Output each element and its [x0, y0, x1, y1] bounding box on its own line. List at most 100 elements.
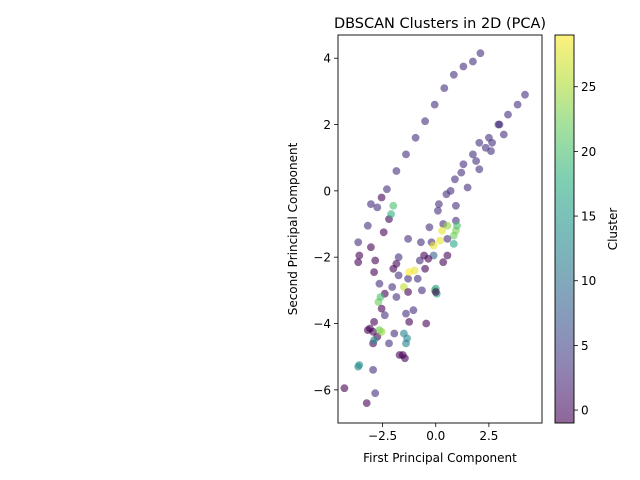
- colorbar-tick-label: 10: [581, 274, 596, 288]
- data-point: [420, 251, 428, 260]
- data-point: [459, 160, 468, 169]
- data-point: [377, 327, 386, 336]
- data-point: [371, 389, 380, 398]
- x-axis-label: First Principal Component: [363, 451, 517, 465]
- data-point: [421, 264, 429, 273]
- data-point: [481, 143, 490, 152]
- data-point: [421, 117, 429, 126]
- data-point: [402, 339, 410, 348]
- colorbar-label: Cluster: [606, 208, 620, 251]
- data-point: [440, 84, 449, 92]
- data-point: [369, 366, 377, 374]
- plot-frame: [337, 34, 543, 424]
- data-point: [504, 110, 512, 119]
- data-point: [472, 157, 480, 165]
- x-axis-ticks: −2.5 0.0 2.5: [368, 423, 498, 443]
- data-point: [438, 226, 446, 235]
- data-point: [499, 130, 508, 139]
- data-point: [446, 187, 455, 195]
- data-point: [389, 201, 398, 210]
- data-point: [417, 238, 425, 247]
- data-point: [411, 133, 420, 142]
- data-point: [373, 203, 382, 212]
- data-point: [459, 62, 468, 71]
- colorbar-ticks: 0 5 10 15 20 25: [574, 80, 596, 418]
- data-point: [476, 49, 485, 58]
- data-point: [405, 318, 414, 326]
- x-tick-label: 2.5: [479, 429, 498, 443]
- data-point: [449, 231, 458, 240]
- colorbar: [554, 34, 575, 424]
- data-point: [376, 293, 385, 301]
- data-point: [443, 221, 452, 230]
- data-point: [521, 90, 529, 99]
- data-point: [355, 361, 364, 369]
- chart-title: DBSCAN Clusters in 2D (PCA): [334, 16, 546, 32]
- data-point: [404, 274, 412, 283]
- data-point: [452, 201, 460, 210]
- data-point: [409, 306, 418, 315]
- x-tick-label: 0.0: [426, 429, 445, 443]
- data-point: [367, 243, 375, 252]
- y-tick-label: −4: [313, 317, 331, 331]
- data-point: [363, 221, 372, 230]
- data-point: [362, 399, 371, 407]
- data-point: [370, 336, 378, 344]
- colorbar-tick-label: 0: [581, 404, 589, 418]
- data-point: [435, 200, 443, 209]
- data-point: [380, 311, 389, 320]
- data-point: [392, 259, 401, 268]
- data-point: [367, 200, 375, 209]
- data-point: [390, 329, 399, 338]
- data-point: [377, 304, 386, 313]
- data-point: [449, 70, 458, 79]
- data-point: [475, 165, 484, 174]
- data-point: [366, 324, 374, 333]
- data-point: [443, 235, 452, 243]
- data-point: [394, 253, 403, 262]
- data-point: [405, 268, 414, 276]
- data-point: [394, 271, 403, 280]
- data-point: [402, 150, 410, 159]
- colorbar-tick-label: 15: [581, 210, 596, 224]
- colorbar-tick-label: 5: [581, 339, 589, 353]
- data-point: [439, 258, 448, 267]
- data-point: [418, 286, 426, 295]
- data-point: [431, 288, 440, 296]
- data-point: [387, 210, 395, 219]
- data-point: [443, 251, 452, 260]
- y-tick-label: 0: [323, 184, 331, 198]
- data-point: [425, 223, 434, 232]
- data-point: [371, 256, 380, 265]
- data-point: [355, 251, 364, 260]
- data-point: [370, 318, 378, 326]
- data-point: [495, 120, 504, 129]
- y-tick-label: −2: [313, 251, 331, 265]
- colorbar-tick-label: 20: [581, 145, 596, 159]
- data-point: [404, 235, 412, 243]
- y-tick-label: −6: [313, 383, 331, 397]
- data-point: [429, 241, 438, 250]
- y-axis-ticks: −6 −4 −2 0 2 4: [313, 52, 338, 397]
- data-point: [354, 238, 363, 247]
- points-layer: [340, 49, 529, 407]
- data-point: [422, 319, 431, 328]
- data-point: [379, 228, 388, 237]
- y-axis-label: Second Principal Component: [286, 142, 300, 315]
- data-point: [370, 268, 378, 276]
- data-point: [395, 351, 404, 359]
- data-point: [469, 150, 477, 159]
- data-point: [377, 193, 386, 202]
- data-point: [453, 221, 461, 230]
- data-point: [513, 100, 522, 109]
- data-point: [469, 57, 477, 66]
- data-point: [383, 185, 391, 194]
- data-point: [392, 293, 401, 301]
- y-tick-label: 4: [323, 52, 331, 66]
- colorbar-tick-label: 25: [581, 80, 596, 94]
- data-point: [463, 183, 472, 192]
- data-point: [340, 384, 349, 393]
- data-point: [436, 236, 444, 245]
- data-point: [375, 279, 384, 288]
